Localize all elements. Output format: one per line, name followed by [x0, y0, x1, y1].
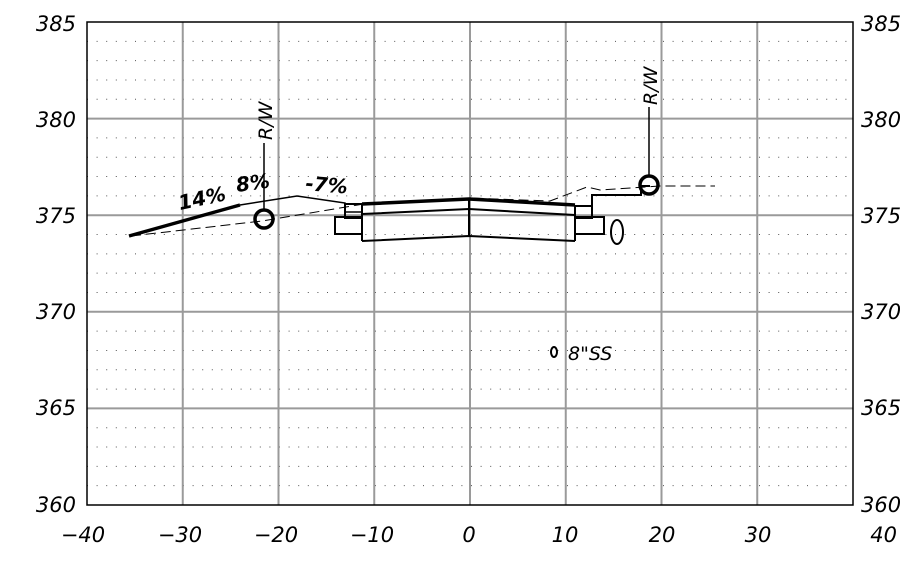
x-tick-label: 0 [462, 523, 475, 547]
y-tick-label-right: 365 [861, 396, 900, 420]
x-tick-label: 10 [552, 523, 579, 547]
x-tick-label: 40 [870, 523, 897, 547]
x-tick-label: 30 [745, 523, 772, 547]
y-tick-label: 370 [36, 300, 76, 324]
major-grid [87, 22, 853, 505]
sewer-pipe-symbol [550, 346, 558, 358]
y-tick-label: 380 [36, 108, 76, 132]
y-tick-label: 375 [36, 204, 76, 228]
y-tick-label: 360 [36, 493, 76, 517]
y-tick-label-right: 360 [861, 493, 900, 517]
proposed-grade-right [591, 185, 650, 205]
row-marker-right: R/W [638, 65, 662, 196]
row-label: R/W [255, 100, 277, 140]
y-axis-tick-labels-left: 360 365 370 375 380 385 [36, 12, 76, 517]
grade-label: -7% [305, 171, 349, 199]
grade-label: 8% [234, 168, 271, 196]
x-tick-label: −40 [61, 523, 105, 547]
y-tick-label: 385 [36, 12, 76, 36]
x-tick-label: −20 [254, 523, 298, 547]
x-tick-label: −30 [158, 523, 202, 547]
y-tick-label-right: 375 [861, 204, 900, 228]
proposed-slope-left [128, 203, 241, 238]
row-marker-left: R/W [253, 100, 277, 230]
plot-frame [86, 21, 854, 506]
x-tick-label: −10 [350, 523, 394, 547]
row-label: R/W [640, 65, 662, 105]
y-tick-label: 365 [36, 396, 76, 420]
y-tick-label-right: 370 [861, 300, 900, 324]
x-axis-tick-labels: −40 −30 −20 −10 0 10 20 30 40 [61, 523, 897, 547]
y-tick-label-right: 380 [861, 108, 900, 132]
pavement-section [334, 197, 605, 242]
utility-oval [610, 219, 624, 245]
sewer-pipe-label: 8"SS [568, 343, 612, 365]
x-tick-label: 20 [649, 523, 676, 547]
y-tick-label-right: 385 [861, 12, 900, 36]
y-axis-tick-labels-right: 360 365 370 375 380 385 [861, 12, 900, 517]
